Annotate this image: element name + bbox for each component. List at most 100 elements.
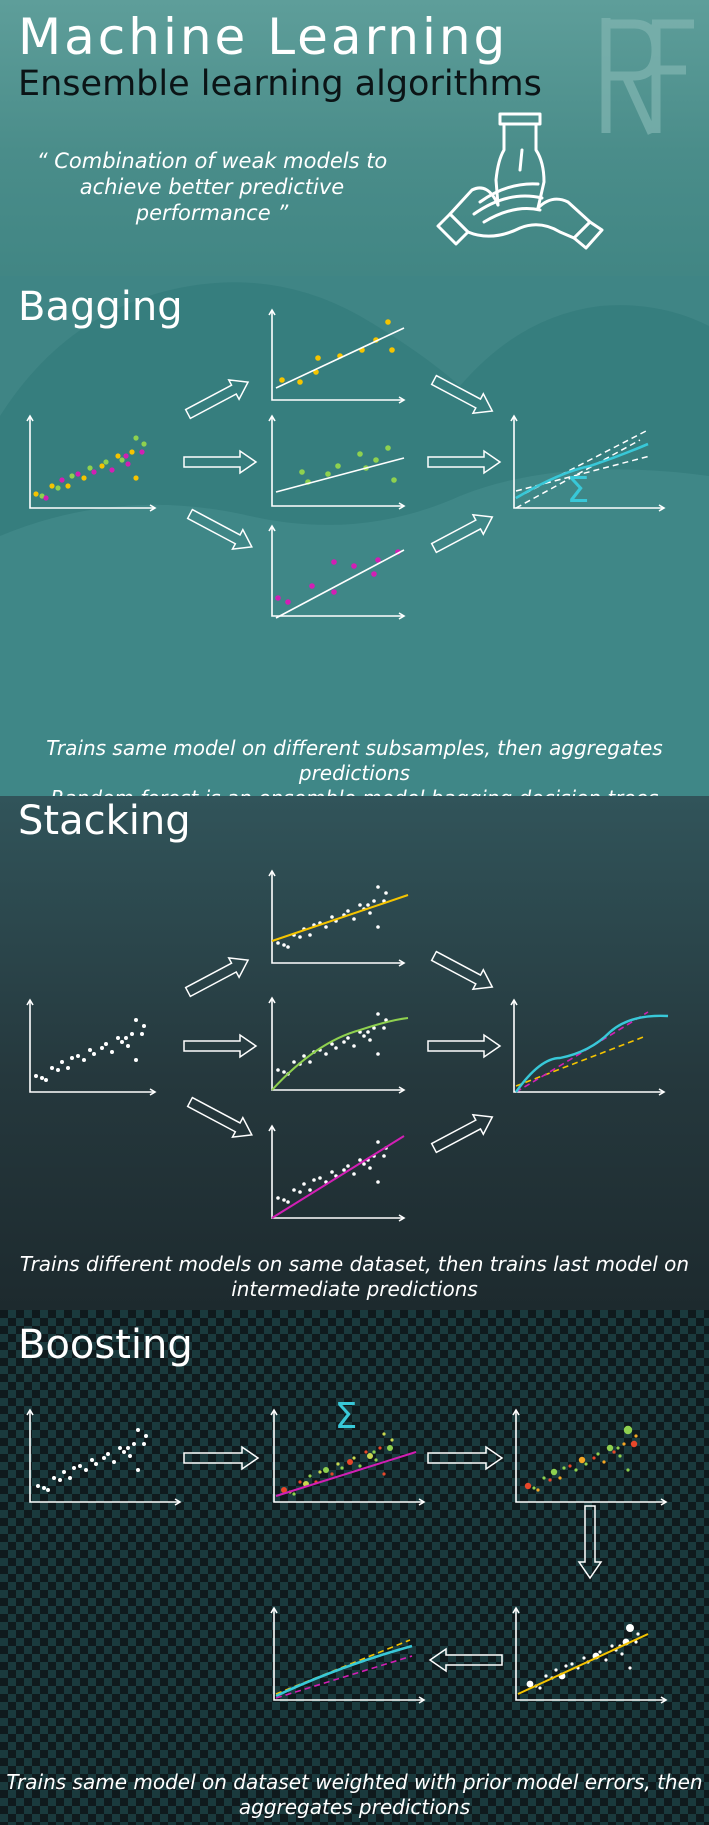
data-point xyxy=(358,903,362,907)
chart-axes xyxy=(515,1608,666,1701)
data-point xyxy=(308,1188,312,1192)
sum-symbol: Σ xyxy=(567,470,590,511)
data-point xyxy=(42,1486,46,1490)
data-point xyxy=(275,595,281,601)
data-point xyxy=(376,925,380,929)
data-point xyxy=(115,453,121,459)
data-point xyxy=(538,1686,542,1690)
data-point xyxy=(352,1172,356,1176)
data-point xyxy=(331,559,337,565)
data-point xyxy=(276,1196,280,1200)
data-point xyxy=(292,1492,296,1496)
data-point xyxy=(376,1052,380,1056)
data-point xyxy=(606,1444,614,1452)
data-point xyxy=(286,945,290,949)
data-point xyxy=(100,1046,104,1050)
fit-line xyxy=(275,549,405,619)
axis-arrowhead xyxy=(512,1606,520,1614)
data-point xyxy=(292,1060,296,1064)
data-point xyxy=(391,477,397,483)
data-point xyxy=(626,1468,630,1472)
axis-arrowhead xyxy=(658,1088,666,1096)
data-point xyxy=(616,1446,620,1450)
data-point xyxy=(44,1078,48,1082)
stacking-arrows xyxy=(183,950,502,1154)
data-point xyxy=(592,1456,596,1460)
data-point xyxy=(376,885,380,889)
data-point xyxy=(309,583,315,589)
axis-arrowhead xyxy=(418,1696,426,1704)
data-point xyxy=(282,1070,286,1074)
axis-arrowhead xyxy=(149,504,157,512)
data-point xyxy=(136,1428,140,1432)
boosting-title: Boosting xyxy=(18,1322,193,1368)
stacking-section: Stacking Trains different models on same… xyxy=(0,796,709,1310)
data-point xyxy=(90,1458,94,1462)
data-point xyxy=(315,355,321,361)
data-point xyxy=(308,1474,312,1478)
arrow-to-subsample-3 xyxy=(186,508,253,550)
arrow-to-model-3 xyxy=(186,1096,253,1138)
quote-line-2: achieve better predictive performance ” xyxy=(79,175,345,225)
data-point xyxy=(94,1462,98,1466)
arrow-to-aggregate-1 xyxy=(430,374,494,415)
chart-axes xyxy=(271,416,404,507)
data-point xyxy=(622,1442,626,1446)
arrow-to-aggregate xyxy=(428,1647,503,1673)
data-point xyxy=(368,1166,372,1170)
data-point xyxy=(134,1058,138,1062)
data-point xyxy=(125,461,131,467)
flow-arrow-shape xyxy=(430,374,494,415)
data-point xyxy=(308,933,312,937)
page-title: Machine Learning xyxy=(18,8,509,66)
chart-axes xyxy=(271,526,404,617)
arrow-to-model-2 xyxy=(183,1033,258,1059)
chart-axes xyxy=(271,998,404,1091)
fit-line xyxy=(275,457,405,493)
stacking-caption-line-1: Trains different models on same dataset,… xyxy=(19,1252,690,1276)
data-point xyxy=(376,1180,380,1184)
data-point xyxy=(352,1044,356,1048)
axis-arrowhead xyxy=(26,998,34,1006)
data-point xyxy=(62,1470,66,1474)
data-point xyxy=(139,449,145,455)
fit-line xyxy=(271,1017,409,1091)
data-point xyxy=(336,1462,340,1466)
chart-axes xyxy=(29,1410,180,1503)
axis-arrowhead xyxy=(418,1498,426,1506)
data-point xyxy=(142,1442,146,1446)
data-point xyxy=(126,1446,130,1450)
data-point xyxy=(109,467,115,473)
page-subtitle: Ensemble learning algorithms xyxy=(18,64,542,104)
data-point xyxy=(618,1454,622,1458)
data-point xyxy=(358,1158,362,1162)
data-point xyxy=(372,1450,376,1454)
quote-line-1: “ Combination of weak models to xyxy=(36,149,388,173)
data-point xyxy=(630,1440,638,1448)
data-point xyxy=(366,1030,370,1034)
data-point xyxy=(335,463,341,469)
bagging-caption: Trains same model on different subsample… xyxy=(0,736,709,796)
fit-line xyxy=(275,1644,413,1698)
data-point xyxy=(526,1680,534,1688)
data-point xyxy=(562,1466,566,1470)
data-point xyxy=(558,1476,562,1480)
data-point xyxy=(376,1012,380,1016)
data-point xyxy=(330,1170,334,1174)
arrow-to-model-1 xyxy=(184,956,250,998)
data-point xyxy=(122,1450,126,1454)
axis-arrowhead xyxy=(398,502,406,510)
data-point xyxy=(372,899,376,903)
flow-arrow-shape xyxy=(186,1096,253,1138)
data-point xyxy=(524,1482,532,1490)
bagging-diagram: Σ xyxy=(0,282,709,796)
data-point xyxy=(634,1640,638,1644)
data-point xyxy=(281,1487,287,1493)
axis-arrowhead xyxy=(268,308,276,316)
data-point xyxy=(324,1052,328,1056)
data-point xyxy=(141,441,147,447)
data-point xyxy=(532,1486,536,1490)
data-point xyxy=(536,1488,540,1492)
axis-arrowhead xyxy=(512,1408,520,1416)
